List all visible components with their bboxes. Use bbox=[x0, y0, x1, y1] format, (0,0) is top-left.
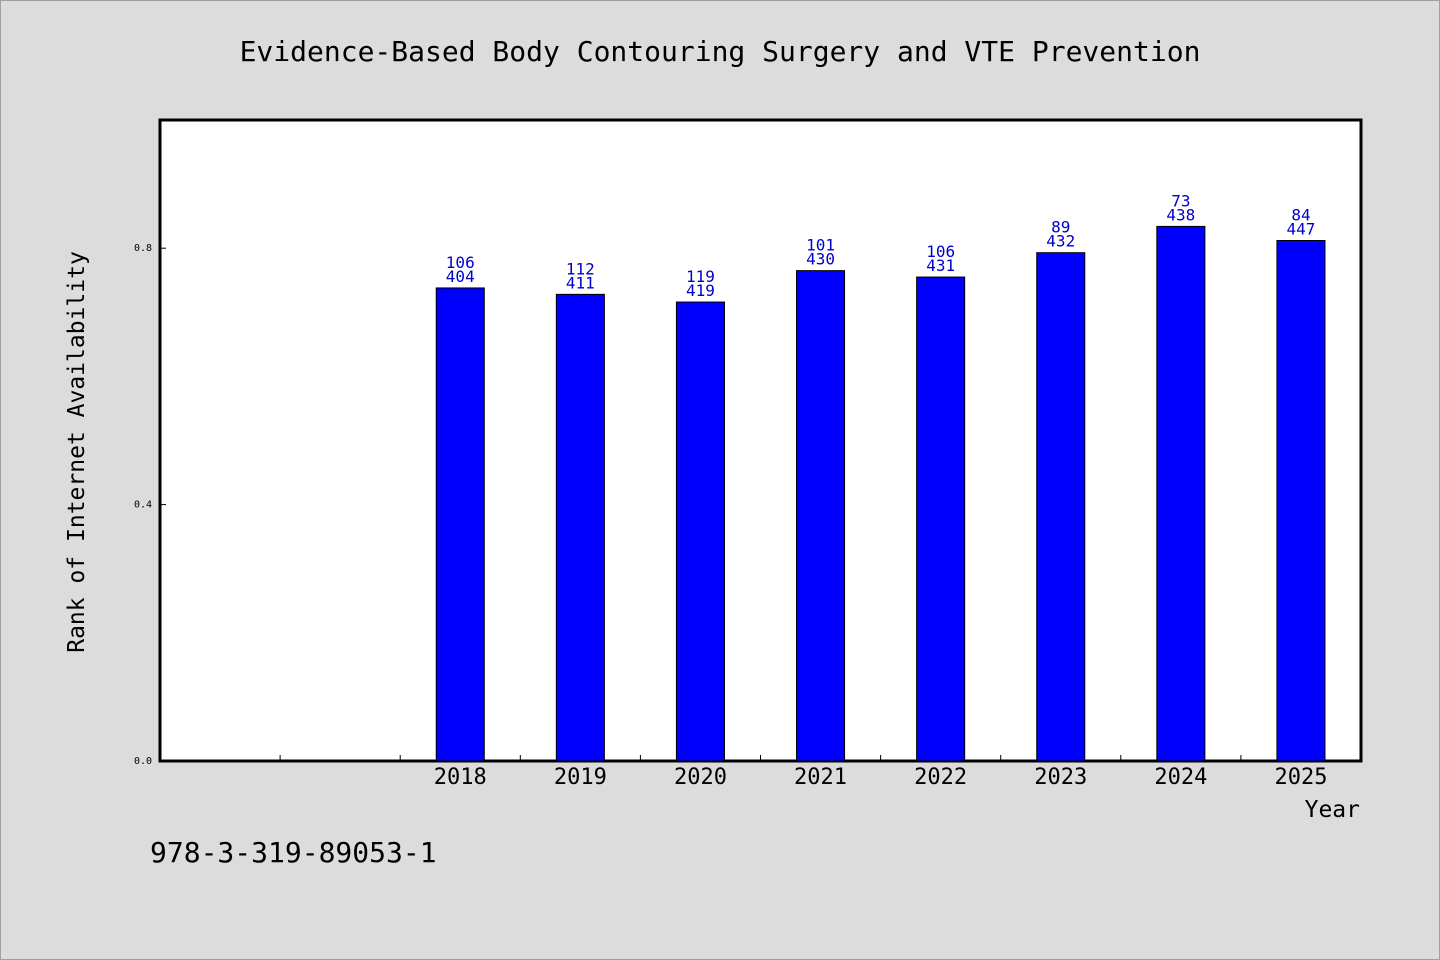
bar-label-top: 73 bbox=[1171, 191, 1190, 210]
isbn-footnote: 978-3-319-89053-1 bbox=[150, 836, 437, 869]
bar-label-top: 101 bbox=[806, 236, 835, 255]
x-tick-label: 2018 bbox=[434, 765, 487, 790]
bar-label-bottom: 411 bbox=[566, 273, 595, 292]
bar-label-bottom: 430 bbox=[806, 250, 835, 269]
bar-label-bottom: 438 bbox=[1166, 205, 1195, 224]
bar-2019 bbox=[555, 293, 605, 762]
bar-label-top: 106 bbox=[926, 242, 955, 261]
x-axis: 2018 2019 2020 2021 2022 2023 2024 2025 bbox=[279, 755, 1327, 790]
bar-2024 bbox=[1156, 225, 1206, 762]
bar-label-top: 119 bbox=[686, 267, 715, 286]
bar-2021 bbox=[796, 270, 846, 762]
bar-2020 bbox=[675, 301, 725, 762]
bar-label-bottom: 447 bbox=[1286, 220, 1315, 239]
y-axis-label: Rank of Internet Availability bbox=[64, 251, 90, 653]
chart-title: Evidence-Based Body Contouring Surgery a… bbox=[240, 35, 1201, 68]
bar-2022 bbox=[916, 276, 966, 762]
bar-label-top: 84 bbox=[1291, 206, 1310, 225]
x-tick-label: 2021 bbox=[794, 765, 847, 790]
bar-label-bottom: 431 bbox=[926, 256, 955, 275]
x-tick-label: 2019 bbox=[554, 765, 607, 790]
bar-label-top: 89 bbox=[1051, 218, 1070, 237]
y-axis: 0.0 0.4 0.8 bbox=[134, 243, 166, 767]
x-tick-label: 2020 bbox=[674, 765, 727, 790]
y-tick-label: 0.8 bbox=[134, 243, 152, 254]
x-tick-label: 2023 bbox=[1034, 765, 1087, 790]
bar-2023 bbox=[1036, 252, 1086, 762]
bar-label-bottom: 432 bbox=[1046, 232, 1075, 251]
y-tick-label: 0.0 bbox=[134, 756, 152, 767]
bars-group: 4041064111124191194301014311064328943873… bbox=[435, 191, 1326, 762]
bar-label-bottom: 404 bbox=[446, 267, 475, 286]
bar-label-top: 106 bbox=[446, 253, 475, 272]
x-tick-label: 2025 bbox=[1274, 765, 1327, 790]
x-axis-label: Year bbox=[1305, 797, 1360, 823]
bar-label-bottom: 419 bbox=[686, 281, 715, 300]
bar-2018 bbox=[435, 287, 485, 762]
bar-2025 bbox=[1276, 240, 1326, 762]
bar-label-top: 112 bbox=[566, 259, 595, 278]
x-tick-label: 2024 bbox=[1154, 765, 1207, 790]
y-tick-label: 0.4 bbox=[134, 500, 152, 511]
x-tick-label: 2022 bbox=[914, 765, 967, 790]
